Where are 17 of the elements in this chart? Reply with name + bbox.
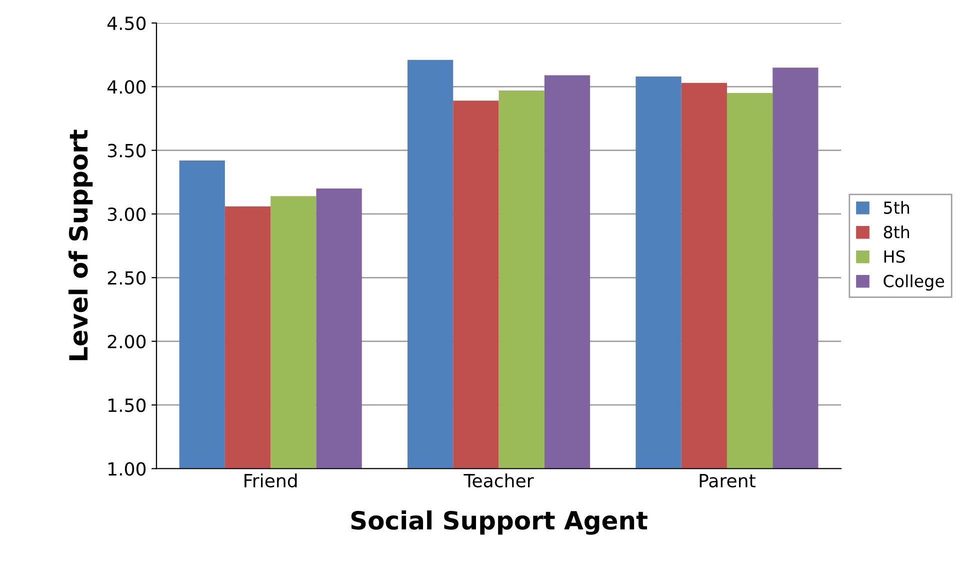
x-tick-label: Friend [244, 473, 297, 488]
y-tick-label: 3.50 [108, 144, 146, 158]
legend-label: 5th [884, 201, 910, 214]
y-tick-label: 2.50 [108, 271, 146, 285]
y-tick-label: 1.50 [108, 398, 146, 412]
legend-label: HS [884, 250, 905, 263]
y-tick-label: 3.00 [108, 207, 146, 222]
x-tick-label: Parent [700, 474, 756, 488]
x-tick-label: Teacher [464, 473, 534, 488]
legend-label: College [884, 274, 944, 291]
y-tick-label: 4.50 [107, 16, 146, 30]
y-tick-label: 1.00 [108, 462, 146, 476]
y-tick-label: 2.00 [108, 334, 146, 348]
x-axis-title: Social Support Agent [351, 510, 648, 535]
y-axis-title: Level of Support [68, 130, 93, 360]
y-tick-label: 4.00 [107, 80, 146, 94]
legend-label: 8th [884, 226, 910, 238]
